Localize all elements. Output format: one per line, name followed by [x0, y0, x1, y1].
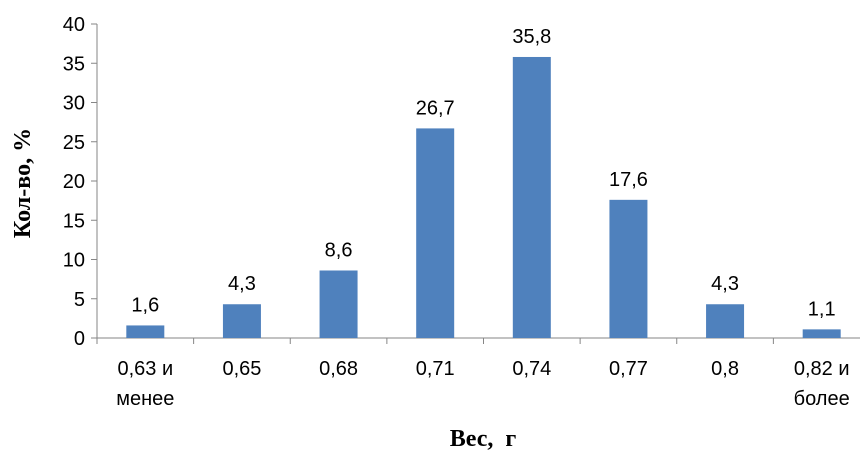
bars — [126, 56, 841, 338]
y-tick-label: 15 — [63, 210, 85, 232]
y-axis-title: Кол-во, % — [10, 128, 36, 238]
x-tick-label: 0,63 и — [117, 358, 173, 380]
y-tick-label: 10 — [63, 250, 85, 272]
x-axis: 0,63 и менее 0,65 0,68 0,71 0,74 0,77 0,8 0,82 и… — [96, 337, 860, 410]
y-axis: 0 5 10 15 20 25 30 35 40 — [63, 14, 98, 350]
bar — [416, 128, 455, 338]
data-label: 1,6 — [131, 294, 159, 316]
data-label: 35,8 — [512, 26, 551, 48]
y-tick-label: 20 — [63, 171, 85, 193]
data-label: 17,6 — [609, 169, 648, 191]
data-label: 4,3 — [228, 273, 256, 295]
y-tick-label: 35 — [63, 53, 85, 75]
data-labels: 1,6 4,3 8,6 26,7 35,8 17,6 4,3 1,1 — [131, 26, 835, 320]
x-tick-label: 0,82 и — [794, 358, 850, 380]
x-tick-label: 0,68 — [319, 358, 358, 380]
x-axis-title: Вес, г — [450, 426, 517, 452]
x-tick-label: 0,74 — [512, 358, 551, 380]
x-tick-label: 0,8 — [711, 358, 739, 380]
bar — [706, 304, 745, 338]
bar — [222, 304, 261, 338]
bar — [802, 329, 841, 338]
x-tick-label: более — [794, 388, 850, 410]
x-tick-label: менее — [116, 388, 174, 410]
x-tick-label: 0,77 — [609, 358, 648, 380]
y-tick-label: 25 — [63, 132, 85, 154]
y-tick-label: 5 — [74, 289, 85, 311]
y-tick-label: 30 — [63, 93, 85, 115]
bar — [609, 199, 648, 338]
bar — [512, 56, 551, 338]
data-label: 8,6 — [325, 239, 353, 261]
data-label: 4,3 — [711, 273, 739, 295]
data-label: 1,1 — [808, 298, 836, 320]
y-tick-label: 0 — [74, 328, 85, 350]
y-tick-label: 40 — [63, 14, 85, 36]
data-label: 26,7 — [416, 97, 455, 119]
x-tick-label: 0,65 — [222, 358, 261, 380]
bar — [126, 325, 165, 338]
x-tick-label: 0,71 — [416, 358, 455, 380]
bar — [319, 270, 358, 338]
